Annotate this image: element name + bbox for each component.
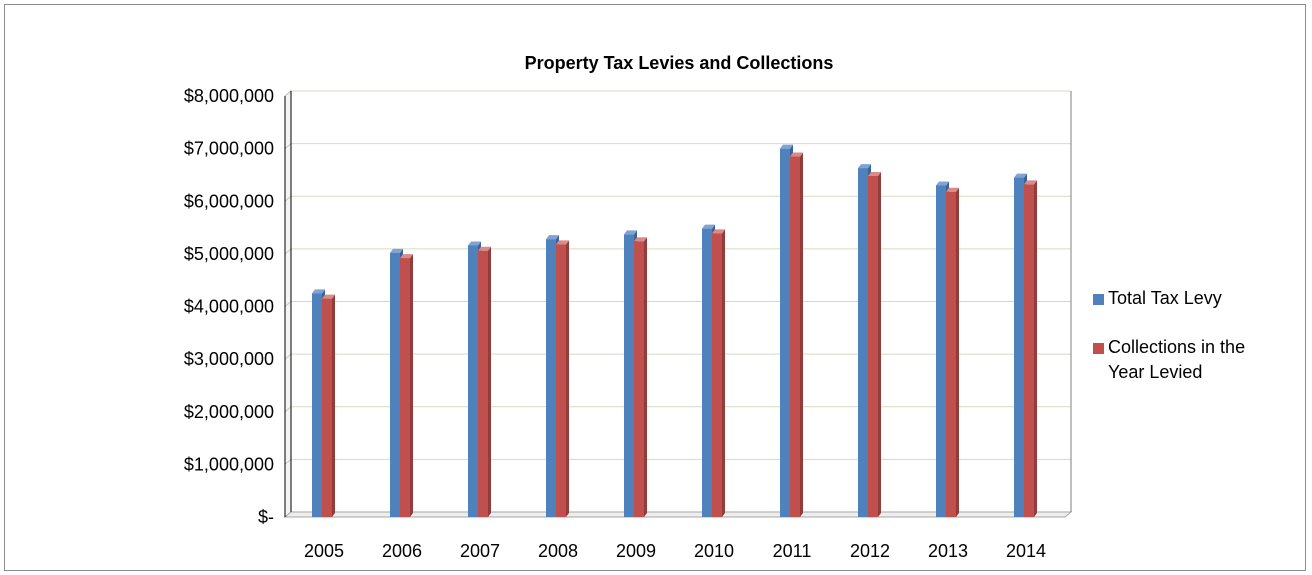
gridline-side — [284, 301, 292, 307]
gridline-side — [284, 458, 292, 465]
y-tick-label: $6,000,000 — [184, 191, 274, 211]
bar-collections-2006 — [400, 254, 413, 517]
legend: Total Tax Levy Collections in the Year L… — [1093, 286, 1268, 385]
y-tick-label: $4,000,000 — [184, 297, 274, 317]
bar-collections-2008 — [556, 240, 569, 517]
y-tick-label: $2,000,000 — [184, 402, 274, 422]
y-tick-label: $1,000,000 — [184, 454, 274, 474]
legend-label-total-tax-levy: Total Tax Levy — [1108, 288, 1222, 308]
gridline-side — [284, 195, 292, 202]
x-tick-label: 2013 — [928, 541, 968, 561]
legend-swatch-total-tax-levy — [1093, 294, 1104, 305]
legend-label-collections: Collections in the Year Levied — [1108, 337, 1246, 382]
x-tick-label: 2011 — [773, 541, 812, 561]
x-tick-label: 2012 — [850, 541, 890, 561]
x-tick-label: 2008 — [538, 541, 578, 561]
y-tick-label: $3,000,000 — [184, 349, 274, 369]
bar-collections-2011 — [790, 152, 803, 518]
bar-collections-2013 — [946, 187, 959, 517]
gridline-side — [284, 248, 292, 255]
legend-item-total-tax-levy: Total Tax Levy — [1093, 286, 1268, 311]
legend-item-collections: Collections in the Year Levied — [1093, 335, 1268, 385]
gridline-side — [284, 353, 292, 360]
y-tick-label: $5,000,000 — [184, 244, 274, 264]
x-tick-label: 2006 — [382, 541, 422, 561]
gridline-side — [284, 406, 292, 413]
x-tick-label: 2007 — [460, 541, 500, 561]
y-tick-label: $8,000,000 — [184, 86, 274, 106]
x-tick-label: 2005 — [304, 541, 344, 561]
chart-frame: Property Tax Levies and Collections — [4, 4, 1306, 571]
x-tick-label: 2014 — [1006, 541, 1046, 561]
bar-collections-2010 — [712, 229, 725, 517]
gridline-side — [284, 143, 292, 150]
bar-collections-2007 — [478, 246, 491, 517]
gridline-side — [284, 90, 292, 97]
y-tick-label: $- — [258, 507, 274, 527]
y-tick-label: $7,000,000 — [184, 139, 274, 159]
legend-swatch-collections — [1093, 343, 1104, 354]
chart-title: Property Tax Levies and Collections — [524, 53, 834, 73]
bar-collections-2009 — [634, 237, 647, 517]
bar-collections-2005 — [322, 294, 335, 517]
bar-collections-2014 — [1024, 180, 1037, 517]
x-tick-label: 2010 — [694, 541, 734, 561]
x-tick-label: 2009 — [616, 541, 656, 561]
bar-collections-2012 — [868, 171, 881, 518]
